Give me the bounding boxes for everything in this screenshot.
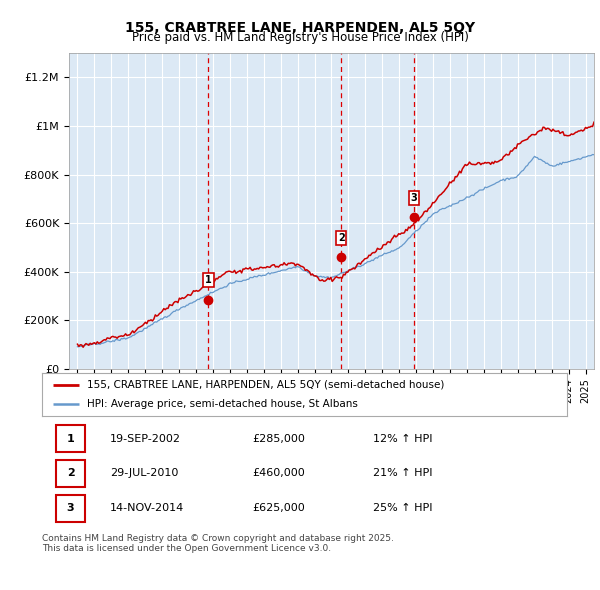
Text: 12% ↑ HPI: 12% ↑ HPI <box>373 434 432 444</box>
Text: £460,000: £460,000 <box>252 468 305 478</box>
Text: 3: 3 <box>410 192 418 202</box>
Text: 2: 2 <box>338 232 344 242</box>
Text: Contains HM Land Registry data © Crown copyright and database right 2025.
This d: Contains HM Land Registry data © Crown c… <box>42 534 394 553</box>
Text: Price paid vs. HM Land Registry's House Price Index (HPI): Price paid vs. HM Land Registry's House … <box>131 31 469 44</box>
Text: 155, CRABTREE LANE, HARPENDEN, AL5 5QY: 155, CRABTREE LANE, HARPENDEN, AL5 5QY <box>125 21 475 35</box>
FancyBboxPatch shape <box>56 460 85 487</box>
Text: 21% ↑ HPI: 21% ↑ HPI <box>373 468 432 478</box>
Text: 155, CRABTREE LANE, HARPENDEN, AL5 5QY (semi-detached house): 155, CRABTREE LANE, HARPENDEN, AL5 5QY (… <box>86 380 444 390</box>
Text: 2: 2 <box>67 468 74 478</box>
Text: 1: 1 <box>67 434 74 444</box>
FancyBboxPatch shape <box>56 425 85 452</box>
Text: 3: 3 <box>67 503 74 513</box>
Text: 19-SEP-2002: 19-SEP-2002 <box>110 434 181 444</box>
Text: 25% ↑ HPI: 25% ↑ HPI <box>373 503 432 513</box>
Text: 29-JUL-2010: 29-JUL-2010 <box>110 468 179 478</box>
Text: £285,000: £285,000 <box>252 434 305 444</box>
Text: £625,000: £625,000 <box>252 503 305 513</box>
Text: 1: 1 <box>205 275 212 285</box>
Text: 14-NOV-2014: 14-NOV-2014 <box>110 503 185 513</box>
Text: HPI: Average price, semi-detached house, St Albans: HPI: Average price, semi-detached house,… <box>86 399 358 409</box>
FancyBboxPatch shape <box>56 496 85 522</box>
